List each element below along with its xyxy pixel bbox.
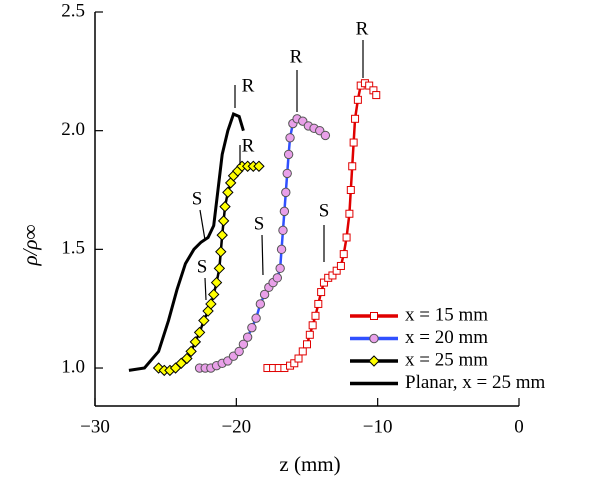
marker xyxy=(342,233,351,242)
marker xyxy=(279,206,290,217)
marker xyxy=(283,149,294,160)
series-line xyxy=(128,112,245,372)
marker xyxy=(189,336,202,348)
marker xyxy=(281,187,291,198)
marker xyxy=(328,271,337,280)
marker xyxy=(193,326,206,339)
marker xyxy=(275,263,285,274)
marker xyxy=(308,321,317,330)
legend-label: x = 15 mm xyxy=(405,304,488,325)
marker xyxy=(259,289,270,300)
marker xyxy=(332,266,341,275)
marker xyxy=(213,262,226,275)
marker xyxy=(372,91,381,100)
x-tick-label: −10 xyxy=(363,416,393,437)
annotation: S xyxy=(254,213,265,234)
marker xyxy=(185,345,197,358)
y-tick-label: 2.5 xyxy=(61,0,85,21)
marker xyxy=(181,352,193,365)
marker xyxy=(205,298,217,310)
marker xyxy=(282,168,292,179)
marker xyxy=(222,186,234,199)
marker xyxy=(217,215,230,227)
marker xyxy=(285,133,295,143)
marker xyxy=(336,261,345,270)
marker xyxy=(208,288,220,301)
x-tick-label: 0 xyxy=(514,416,524,437)
marker xyxy=(348,162,357,171)
annotation: R xyxy=(242,75,255,96)
marker xyxy=(215,246,227,258)
marker xyxy=(314,299,323,308)
marker xyxy=(216,229,228,241)
annotation: S xyxy=(192,188,203,209)
marker xyxy=(353,95,362,104)
marker xyxy=(351,114,360,123)
marker xyxy=(198,314,210,327)
marker xyxy=(278,225,288,236)
marker xyxy=(303,340,311,349)
marker xyxy=(238,339,249,349)
annotation-leader xyxy=(199,209,206,241)
marker xyxy=(210,276,223,289)
marker xyxy=(311,311,320,320)
legend-label: x = 20 mm xyxy=(405,327,488,348)
annotation: R xyxy=(290,46,303,67)
marker xyxy=(339,250,348,259)
marker xyxy=(294,354,303,363)
x-axis-label: z (mm) xyxy=(279,452,340,476)
marker xyxy=(253,160,265,172)
marker xyxy=(242,332,253,342)
annotation: R xyxy=(356,18,369,39)
y-tick-label: 2.0 xyxy=(61,119,85,140)
y-tick-label: 1.5 xyxy=(61,238,85,259)
marker xyxy=(345,209,354,218)
marker xyxy=(317,288,326,297)
x-tick-label: −20 xyxy=(221,416,251,437)
x-tick-label: −30 xyxy=(80,416,110,437)
marker xyxy=(255,299,266,309)
marker xyxy=(370,312,378,320)
marker xyxy=(319,278,328,287)
annotation-leader xyxy=(261,234,264,276)
marker xyxy=(234,346,244,357)
marker xyxy=(251,313,261,323)
marker xyxy=(369,333,379,344)
marker xyxy=(320,130,331,141)
marker xyxy=(272,273,283,283)
marker xyxy=(346,186,355,195)
marker xyxy=(368,355,380,367)
marker xyxy=(219,200,231,213)
marker xyxy=(365,81,374,90)
legend-label: Planar, x = 25 mm xyxy=(405,372,546,393)
annotation: S xyxy=(319,200,330,221)
marker xyxy=(276,244,287,255)
marker xyxy=(247,322,257,333)
marker xyxy=(202,305,214,317)
marker xyxy=(298,347,307,356)
annotation: R xyxy=(242,135,255,156)
y-axis-label: ρ/ρ∞ xyxy=(18,224,42,266)
annotation-leader xyxy=(204,277,207,301)
marker xyxy=(290,359,299,368)
legend-label: x = 25 mm xyxy=(405,349,488,370)
annotation: S xyxy=(197,256,208,277)
y-tick-label: 1.0 xyxy=(61,356,85,377)
marker xyxy=(349,138,358,147)
marker xyxy=(305,330,314,339)
